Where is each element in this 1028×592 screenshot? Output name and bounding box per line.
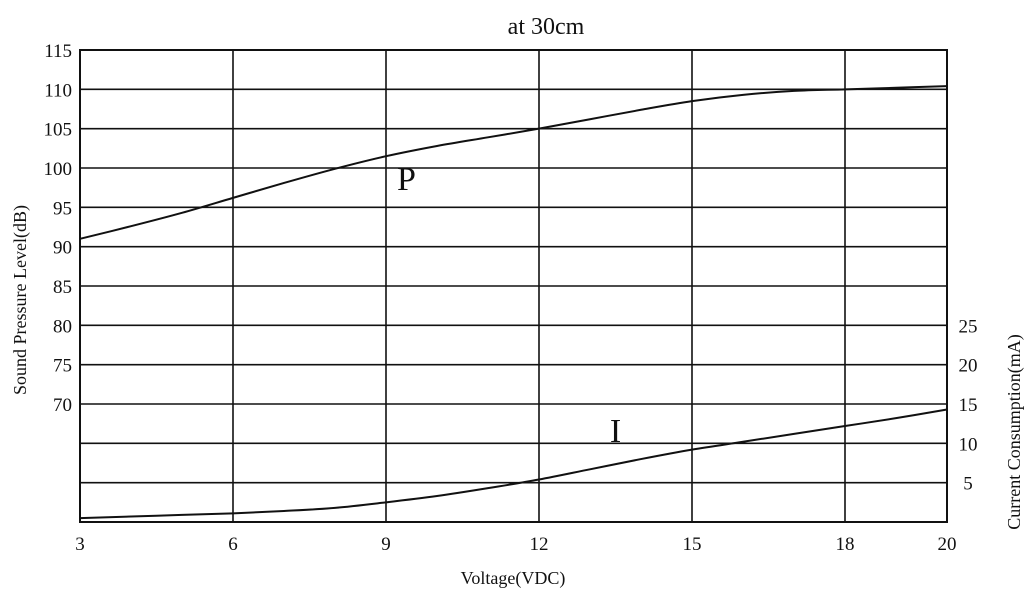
y-right-tick-label: 10: [959, 434, 978, 455]
series-label-I: I: [610, 413, 621, 450]
y-left-tick-label: 75: [53, 356, 72, 377]
y-left-tick-label: 70: [53, 395, 72, 416]
plot-frame: [79, 49, 948, 523]
x-tick-label: 3: [75, 534, 85, 555]
y-right-tick-label: 20: [959, 356, 978, 377]
y-left-tick-label: 115: [44, 41, 72, 62]
y-axis-right-label: Current Consumption(mA): [1004, 334, 1025, 530]
x-axis-label: Voltage(VDC): [461, 568, 566, 589]
y-left-tick-label: 110: [44, 80, 72, 101]
y-right-tick-label: 5: [963, 474, 973, 495]
series-label-P: P: [397, 161, 416, 198]
y-left-tick-label: 85: [53, 277, 72, 298]
series-line-I: [79, 408, 948, 520]
y-right-tick-label: 25: [959, 316, 978, 337]
y-right-tick-label: 15: [959, 395, 978, 416]
x-tick-label: 15: [683, 534, 702, 555]
y-left-tick-label: 100: [44, 159, 73, 180]
tick-labels: 3 6 9 12 15 18 2011511010510095908580757025201…: [44, 41, 978, 555]
x-tick-label: 20: [938, 534, 957, 555]
x-tick-label: 12: [530, 534, 549, 555]
x-tick-label: 6: [228, 534, 238, 555]
chart-title: at 30cm: [508, 14, 585, 40]
y-left-tick-label: 90: [53, 238, 72, 259]
grid-lines: [79, 50, 948, 522]
y-left-tick-label: 80: [53, 316, 72, 337]
curves: PI: [79, 85, 948, 520]
y-axis-left-label: Sound Pressure Level(dB): [10, 205, 31, 395]
x-tick-label: 18: [836, 534, 855, 555]
series-line-P: [79, 85, 948, 240]
x-tick-label: 9: [381, 534, 391, 555]
y-left-tick-label: 95: [53, 198, 72, 219]
y-left-tick-label: 105: [44, 120, 73, 141]
